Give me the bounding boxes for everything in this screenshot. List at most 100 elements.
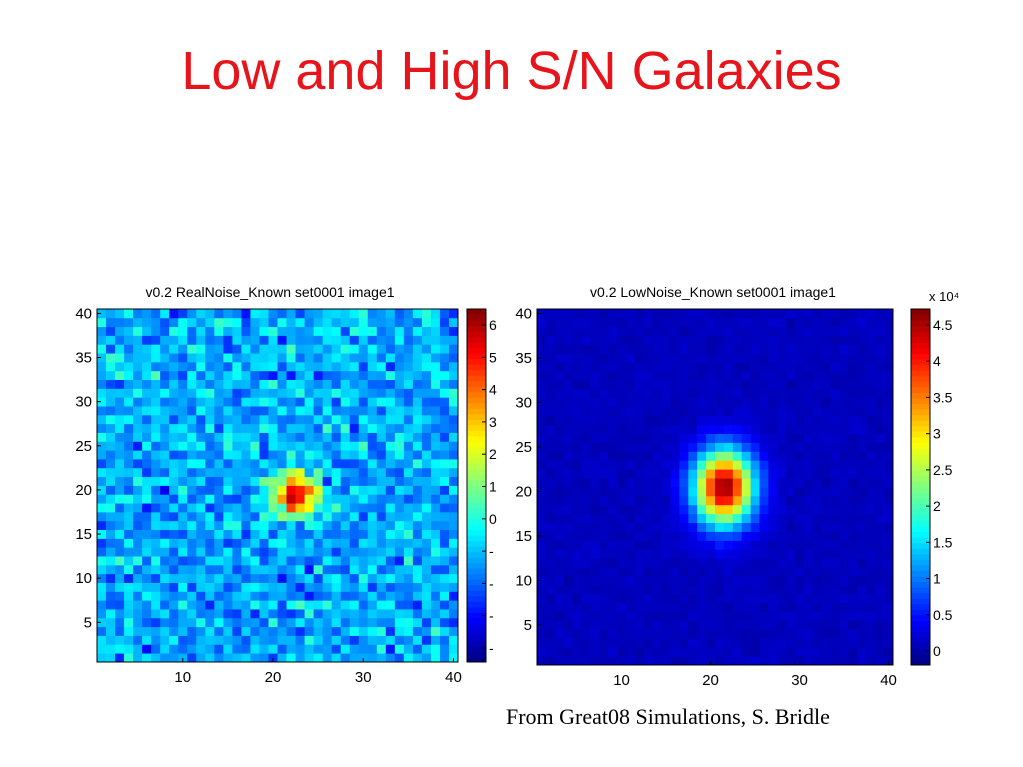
heatmap-cell xyxy=(821,317,832,328)
heatmap-cell xyxy=(268,494,278,504)
heatmap-cell xyxy=(412,529,423,539)
heatmap-cell xyxy=(545,389,556,399)
heatmap-cell xyxy=(241,511,251,522)
colorbar-tick-label: 2.5 xyxy=(933,462,953,478)
heatmap-cell xyxy=(795,344,805,354)
heatmap-cell xyxy=(205,564,215,575)
heatmap-cell xyxy=(178,511,188,522)
heatmap-cell xyxy=(848,647,858,657)
heatmap-cell xyxy=(97,644,107,654)
heatmap-cell xyxy=(777,593,787,604)
heatmap-cell xyxy=(277,317,287,328)
heatmap-cell xyxy=(804,424,814,434)
heatmap-cell xyxy=(295,397,305,407)
heatmap-cell xyxy=(679,567,689,577)
heatmap-cell xyxy=(688,620,698,630)
heatmap-cell xyxy=(385,573,396,583)
heatmap-cell xyxy=(839,647,849,657)
heatmap-cell xyxy=(759,380,769,390)
heatmap-cell xyxy=(313,511,324,522)
heatmap-cell xyxy=(804,362,814,372)
heatmap-cell xyxy=(661,424,671,434)
heatmap-cell xyxy=(581,576,591,586)
heatmap-cell xyxy=(830,567,840,577)
heatmap-cell xyxy=(151,591,161,601)
heatmap-cell xyxy=(115,494,125,504)
heatmap-cell xyxy=(643,451,654,461)
heatmap-cell xyxy=(804,460,814,470)
heatmap-cell xyxy=(706,460,716,470)
heatmap-cell xyxy=(786,317,796,328)
heatmap-cell xyxy=(777,629,787,639)
heatmap-cell xyxy=(830,638,840,648)
heatmap-cell xyxy=(581,656,591,666)
heatmap-cell xyxy=(250,556,260,566)
heatmap-cell xyxy=(97,353,107,363)
heatmap-cell xyxy=(626,540,636,550)
heatmap-cell xyxy=(590,460,600,470)
heatmap-cell xyxy=(839,531,849,541)
heatmap-cell xyxy=(706,629,716,639)
heatmap-cell xyxy=(759,584,769,595)
heatmap-cell xyxy=(670,433,680,443)
colorbar: 4.543.532.521.510.50x 10⁴ xyxy=(910,289,959,666)
heatmap-cell xyxy=(439,520,450,531)
heatmap-cell xyxy=(286,564,296,575)
heatmap-cell xyxy=(151,617,161,628)
heatmap-cell xyxy=(358,476,369,486)
heatmap-cell xyxy=(643,504,654,515)
colorbar-segment xyxy=(467,413,486,420)
heatmap-cell xyxy=(688,629,698,639)
heatmap-cell xyxy=(124,317,134,328)
heatmap-cell xyxy=(268,600,278,610)
heatmap-cell xyxy=(313,573,324,583)
colorbar-segment xyxy=(911,347,930,354)
heatmap-cell xyxy=(394,379,405,389)
heatmap-cell xyxy=(187,344,197,354)
heatmap-cell xyxy=(768,504,778,515)
heatmap-cell xyxy=(268,361,278,372)
heatmap-cell xyxy=(142,600,152,610)
heatmap-cell xyxy=(643,380,654,390)
heatmap-cell xyxy=(322,644,333,654)
heatmap-cell xyxy=(759,495,769,506)
heatmap-cell xyxy=(250,467,260,478)
heatmap-cell xyxy=(821,540,832,550)
heatmap-cell xyxy=(581,567,591,577)
heatmap-cell xyxy=(679,309,689,319)
heatmap-cell xyxy=(608,451,618,461)
heatmap-cell xyxy=(563,353,573,363)
colorbar-exponent-label: x 10⁴ xyxy=(929,289,959,304)
heatmap-cell xyxy=(545,593,556,604)
heatmap-cell xyxy=(331,635,342,645)
heatmap-cell xyxy=(223,582,233,592)
heatmap-cell xyxy=(286,335,296,345)
heatmap-cell xyxy=(804,576,814,586)
heatmap-cell xyxy=(322,520,333,531)
colorbar-tick-label: 3 xyxy=(933,426,941,442)
heatmap-cell xyxy=(590,576,600,586)
heatmap-cell xyxy=(277,423,287,433)
heatmap-cell xyxy=(768,344,778,354)
heatmap-cell xyxy=(688,504,698,515)
heatmap-cell xyxy=(250,626,260,636)
heatmap-cell xyxy=(241,335,251,345)
heatmap-cell xyxy=(599,593,609,604)
heatmap-cell xyxy=(412,582,423,592)
heatmap-cell xyxy=(777,415,787,426)
colorbar-tick-label: 4 xyxy=(489,382,497,398)
heatmap-cell xyxy=(563,495,573,506)
heatmap-cell xyxy=(679,576,689,586)
heatmap-cell xyxy=(777,602,787,612)
heatmap-cell xyxy=(304,379,315,389)
heatmap-cell xyxy=(572,380,582,390)
heatmap-cell xyxy=(670,549,680,559)
heatmap-cell xyxy=(142,370,152,380)
heatmap-cell xyxy=(688,398,698,408)
heatmap-cell xyxy=(590,629,600,639)
heatmap-cell xyxy=(768,620,778,630)
heatmap-cell xyxy=(286,459,296,469)
heatmap-cell xyxy=(581,353,591,363)
heatmap-cell xyxy=(661,549,671,559)
heatmap-cell xyxy=(768,584,778,595)
